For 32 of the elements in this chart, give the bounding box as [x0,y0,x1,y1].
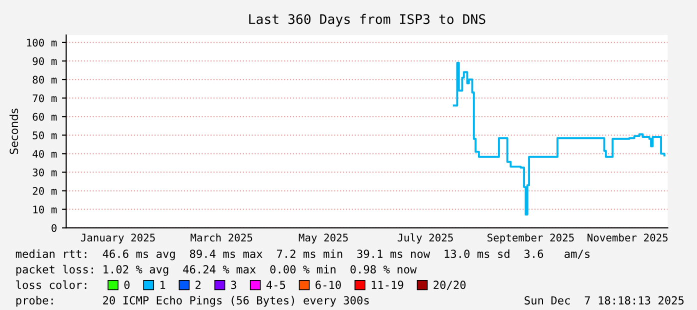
x-tick-label: May 2025 [298,234,348,244]
y-tick-label: 20 m [32,187,57,195]
x-tick-label: January 2025 [80,234,155,244]
legend-title: loss color: [16,280,86,290]
x-tick-label: July 2025 [398,233,453,244]
legend-label: 6-10 [316,280,341,290]
legend-label: 3 [231,280,236,290]
x-tick-label: March 2025 [190,233,252,242]
y-tick-label: 80 m [32,76,57,84]
y-tick-label: 90 m [32,57,57,66]
legend-label: 4-5 [266,280,286,290]
text: Sun Dec 7 18:18:13 2025 [524,296,684,305]
y-tick-label: 0 [52,224,57,232]
text: packet loss: 1.02 % avg 46.24 % max 0.00 % min 0.98 % now [16,264,417,276]
y-axis-title: Seconds [10,108,18,154]
y-tick-label: 100 m [27,38,57,47]
y-tick-label: 30 m [32,168,57,176]
legend-label: 0 [124,280,130,290]
x-tick-label: September 2025 [488,233,574,244]
text: probe: 20 ICMP Echo Pings (56 Bytes) every 300s [16,296,369,307]
y-tick-label: 50 m [32,131,57,140]
y-tick-label: 70 m [32,94,57,102]
legend-label: 20/20 [434,280,466,290]
chart-title: Last 360 Days from ISP3 to DNS [249,14,486,27]
y-tick-label: 10 m [33,206,57,214]
y-tick-label: 60 m [32,112,57,121]
y-tick-label: 40 m [32,150,57,158]
legend-label: 1 [160,280,166,289]
x-tick-label: November 2025 [588,233,668,242]
legend-label: 11-19 [372,280,404,290]
legend-label: 2 [196,280,200,289]
text: median rtt: 46.6 ms avg 89.4 ms max 7.2 ms min 39.1 ms now 13.0 ms sd 3.6 am/s [16,249,590,260]
